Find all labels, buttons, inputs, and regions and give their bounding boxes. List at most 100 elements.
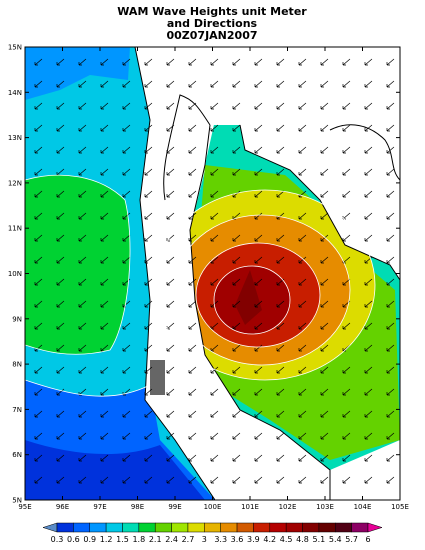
wave-arrow	[188, 476, 197, 484]
wave-arrow	[232, 102, 241, 110]
wave-arrow	[276, 146, 285, 154]
wave-arrow	[78, 366, 87, 374]
wave-arrow	[122, 58, 131, 66]
wave-arrow	[188, 168, 197, 176]
wave-arrow	[34, 322, 43, 330]
wave-arrow	[254, 80, 263, 88]
wave-arrow	[298, 344, 307, 352]
wave-arrow	[386, 168, 395, 176]
wave-arrow	[320, 168, 329, 176]
wave-arrow	[144, 212, 153, 220]
wave-arrow	[364, 58, 373, 66]
wave-arrow	[78, 58, 87, 66]
wave-arrow	[144, 432, 153, 440]
wave-arrow	[100, 454, 109, 462]
wave-arrow	[78, 410, 87, 418]
wave-arrow	[320, 432, 329, 440]
wave-arrow	[364, 212, 373, 220]
wave-arrow	[34, 410, 43, 418]
wave-arrow	[320, 234, 329, 242]
wave-arrow	[232, 168, 241, 176]
wave-arrow	[232, 454, 241, 462]
contours	[25, 174, 376, 397]
wave-arrow	[100, 102, 109, 110]
colorbar-segment	[154, 522, 172, 533]
lat-label: 12N	[8, 179, 22, 187]
colorbar-label: 1.2	[100, 535, 113, 544]
wave-arrow	[122, 190, 131, 198]
wave-arrow	[254, 476, 263, 484]
wave-arrow	[342, 410, 351, 418]
wave-arrow	[386, 388, 395, 396]
wave-arrow	[78, 476, 87, 484]
wave-arrow	[188, 234, 197, 242]
wave-arrow	[100, 146, 109, 154]
colorbar-segment	[122, 522, 140, 533]
sea-field	[25, 47, 130, 100]
wave-arrow	[276, 80, 285, 88]
lat-label: 6N	[12, 451, 22, 459]
wave-arrow	[122, 454, 131, 462]
colorbar-segment	[253, 522, 271, 533]
colorbar-label: 0.6	[67, 535, 80, 544]
colorbar-segment	[220, 522, 238, 533]
wave-arrow	[254, 234, 263, 242]
wave-arrow	[232, 124, 241, 132]
wave-arrow	[122, 124, 131, 132]
wave-arrow	[320, 410, 329, 418]
wave-arrow	[78, 146, 87, 154]
arrow-field	[34, 58, 395, 484]
wave-arrow	[210, 234, 219, 242]
colorbar-label: 5.1	[313, 535, 326, 544]
wave-arrow	[100, 80, 109, 88]
wave-arrow	[298, 300, 307, 308]
wave-arrow	[34, 366, 43, 374]
wave-arrow	[34, 476, 43, 484]
wave-arrow	[144, 234, 153, 242]
wave-arrow	[386, 124, 395, 132]
wave-arrow	[232, 278, 241, 286]
wave-arrow	[276, 476, 285, 484]
wave-arrow	[364, 366, 373, 374]
wave-arrow	[254, 366, 263, 374]
lat-label: 14N	[8, 89, 22, 97]
wave-arrow	[34, 212, 43, 220]
wave-arrow	[342, 168, 351, 176]
wave-arrow	[232, 344, 241, 352]
wave-arrow	[122, 146, 131, 154]
colorbar-segment	[204, 522, 221, 533]
wave-arrow	[342, 322, 351, 330]
wave-arrow	[78, 322, 87, 330]
lat-label: 8N	[12, 361, 22, 369]
colorbar-label: 4.5	[280, 535, 293, 544]
wave-arrow	[254, 322, 263, 330]
wave-arrow	[342, 102, 351, 110]
wave-arrow	[210, 476, 219, 484]
land	[135, 47, 330, 500]
wave-arrow	[210, 212, 219, 220]
colorbar-segment	[73, 522, 90, 533]
wave-arrow	[364, 476, 373, 484]
wave-arrow	[254, 190, 263, 198]
wave-arrow	[78, 80, 87, 88]
wave-arrow	[166, 256, 175, 264]
wave-arrow	[276, 366, 285, 374]
wave-arrow	[232, 80, 241, 88]
wave-arrow	[364, 168, 373, 176]
wave-arrow	[188, 344, 197, 352]
wave-arrow	[232, 388, 241, 396]
wave-arrow	[364, 190, 373, 198]
wave-arrow	[342, 124, 351, 132]
wave-arrow	[210, 124, 219, 132]
wave-arrow	[122, 234, 131, 242]
wave-arrow	[254, 278, 263, 286]
wave-arrow	[298, 476, 307, 484]
wave-arrow	[364, 388, 373, 396]
colorbar-segment	[187, 522, 205, 533]
wave-arrow	[34, 432, 43, 440]
wave-arrow	[56, 322, 65, 330]
wave-arrow	[364, 322, 373, 330]
wave-arrow	[276, 212, 285, 220]
wave-arrow	[342, 366, 351, 374]
wave-arrow	[122, 322, 131, 330]
